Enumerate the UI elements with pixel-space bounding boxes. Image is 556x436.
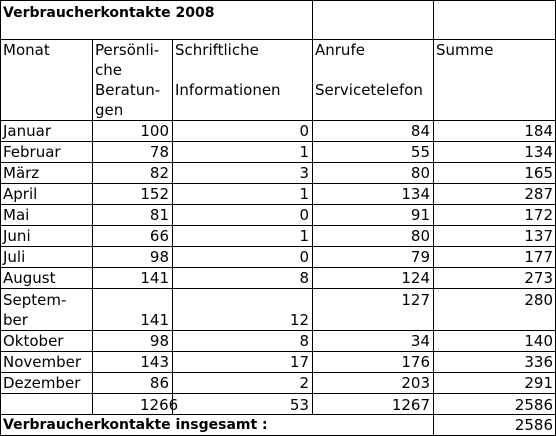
grid-line bbox=[0, 330, 556, 331]
table-row-monat-line1: Septem- bbox=[3, 291, 67, 309]
table-row-beratungen: 98 bbox=[149, 248, 169, 266]
total-informationen: 53 bbox=[289, 396, 309, 414]
table-row-anrufe: 124 bbox=[401, 269, 430, 287]
table-row-monat: November bbox=[3, 353, 82, 371]
grid-line bbox=[0, 372, 556, 373]
table-row-informationen: 1 bbox=[299, 185, 309, 203]
table-row-beratungen: 98 bbox=[149, 332, 169, 350]
table-row-summe: 336 bbox=[524, 353, 553, 371]
table-row-monat: Oktober bbox=[3, 332, 64, 350]
table-row-summe: 137 bbox=[524, 227, 553, 245]
header-informationen-line2: Informationen bbox=[175, 81, 281, 99]
table-row-summe: 177 bbox=[524, 248, 553, 266]
header-monat: Monat bbox=[3, 41, 50, 59]
header-anrufe-line1: Anrufe bbox=[315, 41, 365, 59]
table-row-informationen: 0 bbox=[299, 248, 309, 266]
table-row-summe: 280 bbox=[524, 291, 553, 309]
table-row-informationen: 17 bbox=[289, 353, 309, 371]
table-row-beratungen: 78 bbox=[149, 143, 169, 161]
table-row-summe: 134 bbox=[524, 143, 553, 161]
table-row-informationen: 8 bbox=[299, 269, 309, 287]
table-row-anrufe: 34 bbox=[410, 332, 430, 350]
grid-line bbox=[92, 39, 93, 414]
table-row-beratungen: 141 bbox=[140, 269, 169, 287]
table-row-monat: April bbox=[3, 185, 38, 203]
table-row-informationen: 8 bbox=[299, 332, 309, 350]
table-row-informationen: 1 bbox=[299, 227, 309, 245]
grid-line bbox=[312, 0, 313, 414]
table-row-beratungen: 86 bbox=[149, 374, 169, 392]
table-row-informationen: 3 bbox=[299, 164, 309, 182]
grid-line bbox=[0, 0, 556, 1]
header-summe: Summe bbox=[436, 41, 494, 59]
table-row-informationen: 0 bbox=[299, 206, 309, 224]
table-row-beratungen: 143 bbox=[140, 353, 169, 371]
table-title: Verbraucherkontakte 2008 bbox=[3, 5, 215, 21]
grid-line bbox=[172, 39, 173, 414]
grid-line bbox=[0, 246, 556, 247]
table-row-anrufe: 55 bbox=[410, 143, 430, 161]
grid-line bbox=[0, 225, 556, 226]
table-row-summe: 273 bbox=[524, 269, 553, 287]
header-beratungen: Persönli- che Beratun- gen bbox=[95, 41, 161, 119]
total-anrufe: 1267 bbox=[391, 396, 430, 414]
grid-line bbox=[433, 0, 434, 436]
header-anrufe-line2: Servicetelefon bbox=[315, 81, 423, 99]
grid-line bbox=[0, 288, 556, 289]
grid-line bbox=[0, 162, 556, 163]
table-row-anrufe: 91 bbox=[410, 206, 430, 224]
footer-value: 2586 bbox=[514, 416, 553, 434]
grid-line bbox=[0, 351, 556, 352]
table-row-summe: 172 bbox=[524, 206, 553, 224]
table-row-beratungen: 81 bbox=[149, 206, 169, 224]
table-row-anrufe: 79 bbox=[410, 248, 430, 266]
table-row-monat: August bbox=[3, 269, 56, 287]
table-row-beratungen: 100 bbox=[140, 122, 169, 140]
table-row-monat: Juli bbox=[3, 248, 26, 266]
grid-line bbox=[0, 267, 556, 268]
table-row-beratungen: 66 bbox=[149, 227, 169, 245]
table-row-beratungen: 152 bbox=[140, 185, 169, 203]
grid-line bbox=[0, 120, 556, 121]
table-row-monat-line2: ber bbox=[3, 311, 28, 329]
table-row-monat: Februar bbox=[3, 143, 61, 161]
table-row-summe: 184 bbox=[524, 122, 553, 140]
table-row-monat: März bbox=[3, 164, 40, 182]
table-row-summe: 165 bbox=[524, 164, 553, 182]
table-row-monat: Januar bbox=[3, 122, 51, 140]
table-row-beratungen: 141 bbox=[140, 311, 169, 329]
grid-line bbox=[0, 141, 556, 142]
grid-line bbox=[0, 183, 556, 184]
table-row-anrufe: 80 bbox=[410, 227, 430, 245]
table-row-informationen: 1 bbox=[299, 143, 309, 161]
table-row-monat: Mai bbox=[3, 206, 30, 224]
table-row-summe: 287 bbox=[524, 185, 553, 203]
table-row-informationen: 12 bbox=[289, 311, 309, 329]
grid-line bbox=[0, 393, 556, 394]
table-row-beratungen: 82 bbox=[149, 164, 169, 182]
table-row-informationen: 2 bbox=[299, 374, 309, 392]
table-row-anrufe: 80 bbox=[410, 164, 430, 182]
table-row-anrufe: 127 bbox=[401, 291, 430, 309]
header-informationen-line1: Schriftliche bbox=[175, 41, 259, 59]
total-summe: 2586 bbox=[514, 396, 553, 414]
table-row-summe: 140 bbox=[524, 332, 553, 350]
footer-label: Verbraucherkontakte insgesamt : bbox=[3, 417, 268, 433]
table-row-monat: Juni bbox=[3, 227, 31, 245]
grid-line bbox=[0, 414, 556, 415]
table-row-anrufe: 134 bbox=[401, 185, 430, 203]
table-row-anrufe: 203 bbox=[401, 374, 430, 392]
table-row-summe: 291 bbox=[524, 374, 553, 392]
table-row-anrufe: 84 bbox=[410, 122, 430, 140]
total-beratungen: 1266 bbox=[140, 396, 179, 414]
grid-line bbox=[0, 0, 1, 436]
table-row-monat: Dezember bbox=[3, 374, 81, 392]
grid-line bbox=[0, 39, 556, 40]
table-row-informationen: 0 bbox=[299, 122, 309, 140]
grid-line bbox=[0, 204, 556, 205]
table-row-anrufe: 176 bbox=[401, 353, 430, 371]
